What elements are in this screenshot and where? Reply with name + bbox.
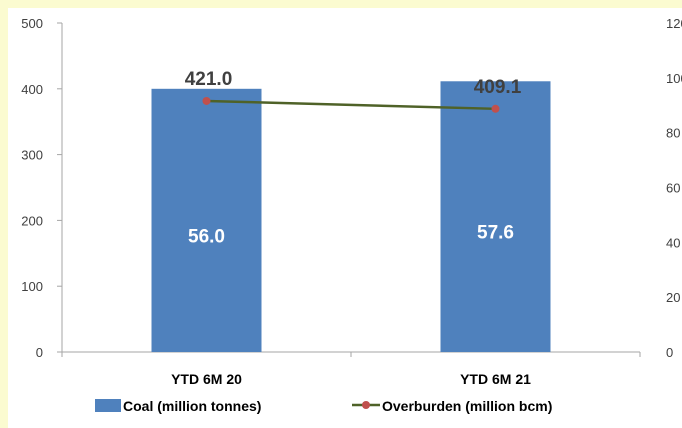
line-point-overburden: [202, 96, 211, 105]
bar-coal: [440, 81, 551, 352]
legend-marker-overburden: [362, 401, 370, 409]
y-right-tick-label: 40: [666, 235, 680, 250]
y-left-tick-label: 100: [21, 279, 43, 294]
y-right-tick-label: 100: [666, 71, 682, 86]
legend-swatch-coal: [95, 399, 121, 412]
y-right-tick-label: 0: [666, 345, 673, 360]
bar-coal: [151, 88, 262, 353]
line-point-overburden: [491, 104, 500, 113]
y-left-tick-label: 500: [21, 16, 43, 31]
y-right-tick-label: 20: [666, 290, 680, 305]
bar-value-label: 57.6: [477, 223, 514, 244]
line-value-label: 421.0: [185, 69, 233, 90]
line-value-label: 409.1: [474, 77, 522, 98]
y-right-tick-label: 80: [666, 126, 680, 141]
y-right-tick-label: 120: [666, 16, 682, 31]
y-left-tick-label: 200: [21, 213, 43, 228]
y-left-tick-label: 400: [21, 82, 43, 97]
x-tick-label: YTD 6M 20: [171, 371, 242, 387]
legend-label-overburden: Overburden (million bcm): [382, 398, 552, 414]
legend-label-coal: Coal (million tonnes): [123, 398, 261, 414]
bar-value-label: 56.0: [188, 226, 225, 247]
x-tick-label: YTD 6M 21: [460, 371, 531, 387]
y-left-tick-label: 300: [21, 148, 43, 163]
line-overburden: [206, 99, 496, 111]
chart-panel: [8, 8, 682, 428]
y-left-tick-label: 0: [36, 345, 43, 360]
y-right-tick-label: 60: [666, 181, 680, 196]
